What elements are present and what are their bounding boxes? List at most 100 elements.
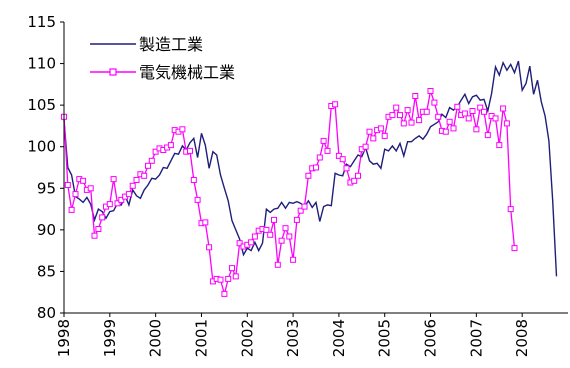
data-point-1 [477, 104, 484, 111]
data-point-1 [167, 142, 174, 149]
y-tick-label: 95 [37, 179, 56, 197]
data-point-1 [125, 191, 132, 198]
data-point-1 [461, 110, 468, 117]
legend-label-manufacturing: 製造工業 [139, 35, 203, 54]
data-point-1 [507, 206, 514, 213]
data-point-1 [473, 126, 480, 133]
legend: 製造工業 電気機械工業 [90, 35, 235, 82]
data-point-1 [251, 233, 258, 240]
data-point-1 [332, 101, 339, 108]
x-tick-label: 2005 [376, 319, 394, 357]
x-tick-label: 1999 [101, 319, 119, 357]
data-point-1 [389, 112, 396, 119]
x-axis-ticks: 1998 1999 2000 2001 2002 2003 2004 2005 2006 2007… [55, 313, 531, 357]
y-axis-ticks: 80 85 90 95 100 105 110 115 [27, 13, 64, 322]
data-point-1 [324, 147, 331, 154]
data-point-1 [320, 137, 327, 144]
data-point-1 [206, 244, 213, 251]
data-point-1 [297, 207, 304, 214]
x-tick-label: 2006 [422, 319, 440, 357]
data-point-1 [133, 177, 140, 183]
data-point-1 [95, 226, 102, 232]
data-point-1 [442, 128, 449, 135]
data-point-1 [110, 176, 117, 183]
data-point-1 [64, 182, 71, 188]
data-point-1 [481, 108, 487, 115]
data-point-1 [400, 120, 407, 127]
y-tick-label: 115 [27, 13, 56, 31]
data-point-1 [454, 103, 461, 110]
data-point-1 [282, 225, 289, 232]
legend-label-electrical: 電気機械工業 [139, 63, 235, 82]
x-tick-label: 2008 [513, 319, 531, 357]
data-point-1 [274, 261, 281, 268]
x-tick-label: 2003 [284, 319, 302, 357]
data-point-1 [412, 93, 419, 99]
data-point-1 [248, 239, 255, 246]
data-point-1 [202, 219, 209, 226]
data-point-1 [225, 275, 232, 282]
data-point-1 [217, 276, 224, 283]
data-point-1 [267, 231, 274, 238]
data-point-1 [148, 157, 155, 164]
data-point-1 [91, 232, 98, 239]
y-tick-label: 105 [27, 96, 56, 114]
data-point-1 [305, 172, 312, 179]
data-point-1 [87, 185, 94, 192]
data-point-1 [190, 177, 197, 183]
data-point-1 [80, 177, 87, 184]
data-point-1 [450, 125, 457, 132]
data-point-1 [339, 156, 346, 163]
data-point-1 [232, 273, 239, 280]
x-tick-label: 2000 [147, 319, 165, 357]
data-point-1 [145, 162, 151, 169]
y-tick-label: 110 [27, 55, 56, 73]
data-point-1 [301, 203, 308, 210]
data-point-1 [194, 196, 201, 203]
data-point-1 [435, 113, 442, 120]
data-point-1 [141, 172, 148, 179]
data-point-1 [423, 108, 430, 115]
data-point-1 [465, 115, 472, 122]
series-line-0 [63, 60, 558, 277]
data-point-1 [221, 290, 228, 297]
data-point-1 [431, 99, 438, 106]
y-tick-label: 100 [27, 138, 56, 156]
y-tick-label: 85 [37, 262, 56, 280]
x-tick-label: 2001 [192, 319, 210, 357]
data-point-1 [129, 182, 136, 189]
data-point-1 [313, 164, 319, 171]
data-point-1 [393, 104, 400, 111]
data-point-1 [72, 191, 79, 198]
data-point-1 [404, 107, 411, 114]
data-point-1 [278, 237, 285, 244]
data-point-1 [469, 108, 476, 114]
data-point-1 [408, 119, 415, 126]
legend-marker-electrical [109, 68, 117, 76]
data-point-1 [263, 226, 270, 233]
data-point-1 [416, 117, 423, 124]
data-point-1 [99, 214, 106, 221]
data-point-1 [366, 128, 373, 135]
data-point-1 [118, 196, 125, 203]
x-tick-label: 2007 [467, 319, 485, 357]
x-tick-label: 1998 [55, 319, 73, 357]
data-point-1 [316, 154, 323, 161]
data-point-1 [484, 132, 491, 139]
data-point-1 [397, 112, 403, 119]
y-tick-label: 90 [37, 221, 56, 239]
data-point-1 [496, 142, 503, 149]
data-point-1 [179, 126, 186, 133]
x-tick-label: 2002 [238, 319, 256, 357]
series-layer [61, 60, 558, 297]
data-point-1 [511, 245, 518, 252]
data-point-1 [68, 206, 75, 213]
data-point-1 [229, 265, 235, 272]
data-point-1 [236, 240, 243, 247]
data-point-1 [290, 256, 297, 263]
data-point-1 [187, 147, 193, 154]
y-tick-label: 80 [37, 304, 56, 322]
data-point-1 [286, 233, 293, 240]
data-point-1 [500, 105, 507, 112]
